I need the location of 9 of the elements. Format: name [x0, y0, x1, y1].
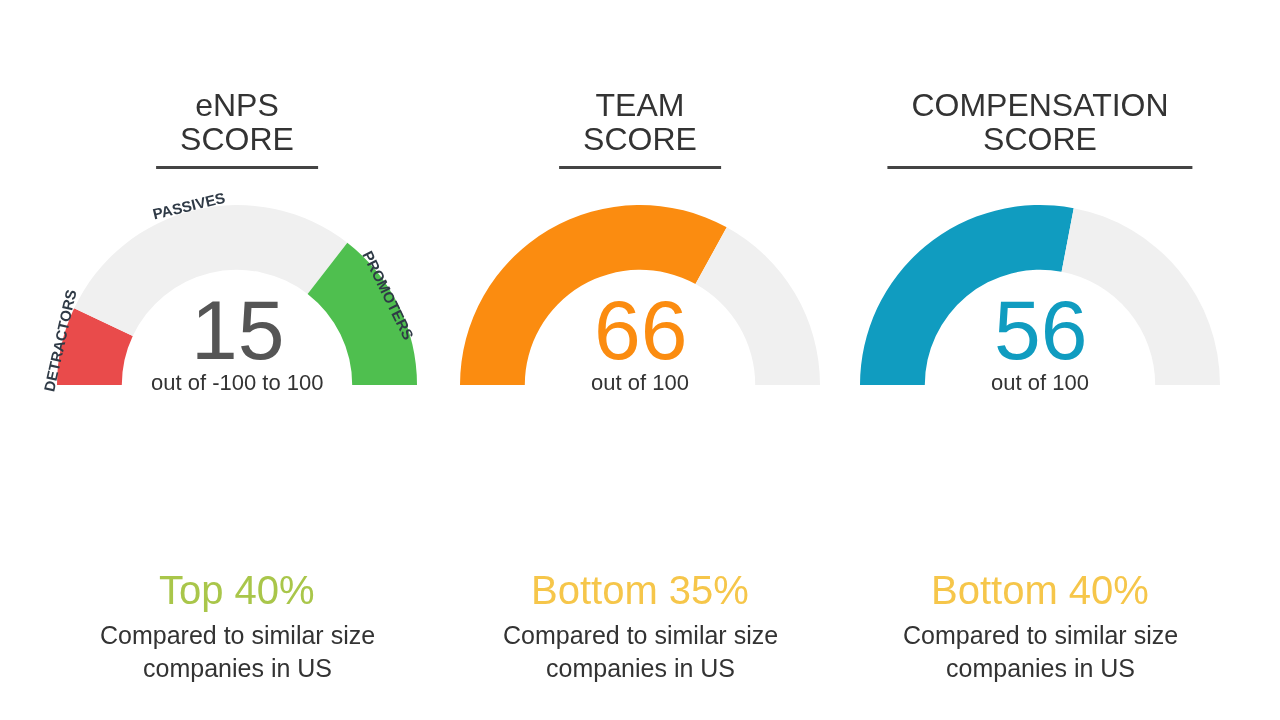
text: Compared to similar size companies in US — [903, 621, 1179, 682]
chart-title: COMPENSATION SCORE — [887, 87, 1193, 169]
text: Top 40% — [159, 568, 315, 612]
text: Bottom 35% — [531, 568, 749, 612]
text: Bottom 40% — [931, 568, 1149, 612]
text: Compared to similar size companies in US — [503, 621, 779, 682]
text: Compared to similar size companies in US — [100, 621, 376, 682]
chart-title: TEAM SCORE — [559, 87, 721, 169]
chart-title: eNPS SCORE — [156, 87, 318, 169]
